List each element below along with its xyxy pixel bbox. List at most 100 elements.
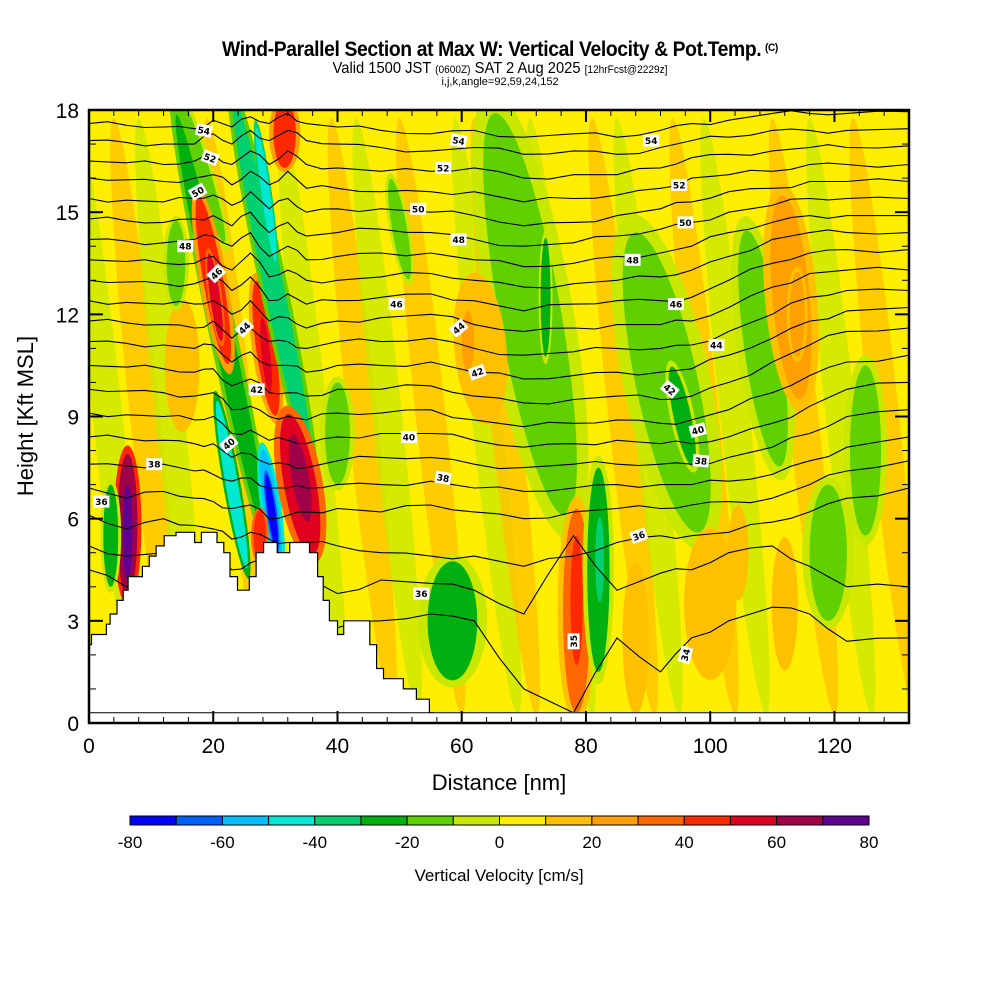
- field-band: [805, 118, 876, 712]
- isentrope-41: [89, 354, 909, 428]
- contour-label-text: 52: [202, 152, 217, 166]
- feature-updraft-x79-core: [570, 535, 583, 666]
- contour-label: 46: [388, 298, 405, 311]
- feature-updraft-x88: [626, 569, 645, 706]
- contour-label-bg: [206, 263, 227, 284]
- contour-label: 52: [200, 149, 220, 167]
- contour-label-text: 54: [645, 137, 658, 147]
- colorbar-segment: [591, 815, 639, 826]
- colorbar-tick-label: 0: [495, 833, 504, 852]
- y-tick-label: 6: [67, 509, 79, 532]
- isentrope-38: [89, 436, 909, 492]
- colorbar-segment: [221, 815, 270, 826]
- feature-downdraft-x29-core: [265, 474, 279, 549]
- field-band: [352, 118, 422, 712]
- contour-label-text: 52: [673, 181, 686, 191]
- colorbar-tick-label: -40: [302, 833, 327, 852]
- isentrope-54: [89, 110, 909, 138]
- valid-date: SAT 2 Aug 2025: [474, 60, 581, 77]
- contour-label-bg: [450, 233, 467, 246]
- contour-label-text: 36: [415, 590, 428, 600]
- x-tick-label: 60: [450, 735, 473, 758]
- contour-label-text: 50: [679, 219, 692, 229]
- contour-label-bg: [624, 253, 641, 266]
- feature-updraft-x112-low: [775, 544, 795, 664]
- y-tick-label: 12: [56, 304, 79, 327]
- colorbar: -80 -60 -40 -20 0 20 40 60 80: [118, 815, 878, 852]
- contour-label-bg: [248, 383, 265, 396]
- contour-label-text: 48: [452, 236, 465, 246]
- feature-downdraft-x82-core: [595, 516, 604, 603]
- colorbar-tick-label: 20: [582, 833, 601, 852]
- missing-data-strip: [89, 712, 909, 723]
- title-text: Wind-Parallel Section at Max W: Vertical…: [222, 38, 762, 61]
- contour-label: 42: [248, 383, 265, 396]
- contour-label-text: 48: [179, 243, 192, 253]
- isentrope-36: [89, 487, 909, 567]
- contour-label-bg: [668, 298, 684, 311]
- y-axis-title: Height [Kft MSL]: [13, 336, 38, 496]
- contour-label: 46: [668, 298, 684, 311]
- contour-label: 38: [692, 454, 710, 468]
- contour-label: 34: [677, 645, 693, 665]
- colorbar-segment: [129, 815, 177, 826]
- x-tick-label: 100: [693, 735, 728, 758]
- contour-label: 36: [629, 527, 649, 545]
- contour-label-bg: [467, 363, 487, 381]
- valid-time-line: Valid 1500 JST (0600Z) SAT 2 Aug 2025 [1…: [40, 60, 960, 78]
- contour-label: 48: [450, 233, 467, 246]
- contour-label-bg: [434, 470, 453, 486]
- contour-label-text: 54: [451, 136, 465, 148]
- contour-label-bg: [435, 161, 452, 174]
- x-tick-label: 40: [326, 735, 349, 758]
- contour-label-text: 36: [632, 530, 647, 544]
- feature-downdraft-band-b-core: [255, 127, 277, 263]
- contour-label-bg: [200, 149, 220, 167]
- contour-label: 44: [708, 339, 725, 352]
- colorbar-segment: [545, 815, 593, 826]
- feature-downdraft-x118-low: [809, 484, 847, 621]
- field-band: [327, 118, 398, 712]
- feature-updraft-x100: [691, 535, 729, 672]
- isentrope-51: [89, 162, 909, 203]
- feature-downdraft-x108: [738, 230, 788, 467]
- field-band: [277, 118, 348, 712]
- contour-label-bg: [146, 458, 163, 471]
- contour-label-bg: [194, 123, 213, 138]
- contour-label: 36: [93, 495, 110, 508]
- contour-label-bg: [177, 240, 194, 253]
- y-tick-label: 3: [67, 611, 79, 634]
- x-tick-label: 20: [202, 735, 225, 758]
- contour-label: 48: [624, 253, 641, 266]
- contour-label-bg: [400, 430, 417, 443]
- colorbar-segment: [776, 815, 824, 826]
- contour-label-text: 42: [250, 386, 263, 396]
- contour-label: 50: [677, 216, 694, 229]
- contour-label-bg: [692, 454, 710, 468]
- colorbar-segment: [175, 815, 223, 826]
- contour-label-bg: [234, 318, 255, 338]
- feature-downdraft-x40-mid: [325, 382, 350, 485]
- colorbar-segment: [729, 815, 778, 826]
- contour-label: 40: [688, 422, 708, 438]
- contour-label: 50: [410, 202, 427, 215]
- isentrope-47: [89, 229, 909, 289]
- contour-label: 35: [567, 633, 580, 650]
- contour-label-bg: [643, 134, 660, 147]
- contour-label-bg: [629, 527, 649, 545]
- feature-updraft-x15: [169, 305, 195, 426]
- feature-downdraft-x4: [103, 484, 119, 587]
- contour-label: 36: [413, 587, 430, 600]
- contour-label-text: 46: [390, 301, 403, 311]
- contour-label: 38: [434, 470, 453, 486]
- colorbar-tick-label: -20: [395, 833, 420, 852]
- contour-label-bg: [671, 178, 688, 191]
- isentrope-37: [89, 460, 909, 520]
- contour-label-bg: [410, 202, 427, 215]
- contour-label-bg: [688, 422, 708, 438]
- isentrope-44: [89, 288, 909, 356]
- isentrope-49: [89, 196, 909, 247]
- x-tick-label: 120: [817, 735, 852, 758]
